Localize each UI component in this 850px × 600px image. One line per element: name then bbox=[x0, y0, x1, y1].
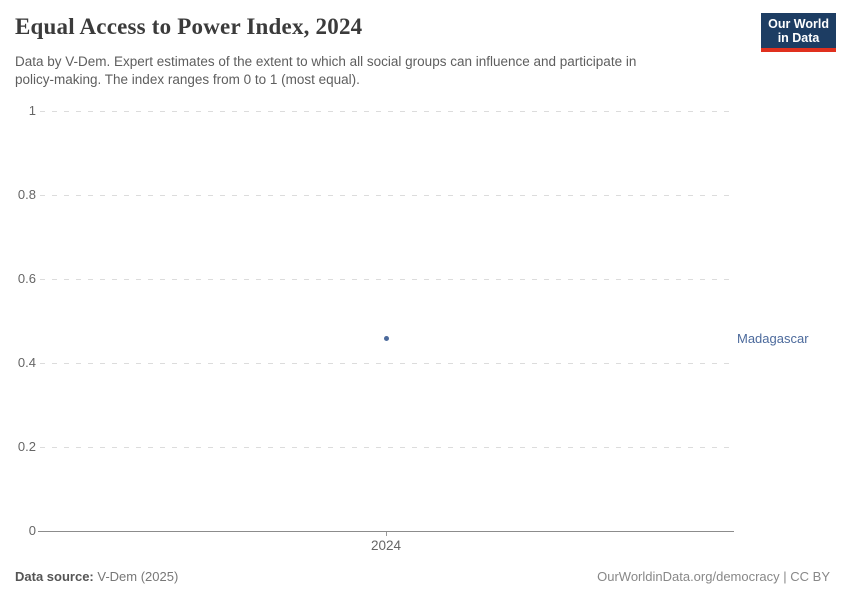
y-tick-label: 0.6 bbox=[17, 270, 36, 286]
x-tick-label: 2024 bbox=[370, 538, 402, 553]
chart-title: Equal Access to Power Index, 2024 bbox=[15, 14, 363, 39]
data-point[interactable] bbox=[384, 335, 389, 341]
gridline bbox=[40, 446, 733, 448]
x-axis-line bbox=[38, 531, 734, 532]
subtitle-line-2: policy-making. The index ranges from 0 t… bbox=[15, 72, 360, 87]
x-axis-tick bbox=[386, 532, 387, 536]
credit-line: OurWorldinData.org/democracy | CC BY bbox=[597, 569, 830, 584]
subtitle-line-1: Data by V-Dem. Expert estimates of the e… bbox=[15, 54, 637, 69]
gridline bbox=[40, 194, 733, 196]
owid-logo: Our World in Data bbox=[761, 13, 836, 52]
y-tick-label: 0.8 bbox=[17, 186, 36, 202]
gridline bbox=[40, 278, 733, 280]
data-source-note: Data source: V-Dem (2025) bbox=[15, 569, 178, 584]
chart-subtitle: Data by V-Dem. Expert estimates of the e… bbox=[15, 53, 636, 89]
gridline bbox=[40, 362, 733, 364]
owid-logo-line-2: in Data bbox=[777, 31, 820, 45]
y-tick-label: 0.4 bbox=[17, 354, 36, 370]
y-tick-label: 0.2 bbox=[17, 438, 36, 454]
entity-label[interactable]: Madagascar bbox=[737, 330, 809, 346]
y-tick-label: 0 bbox=[28, 523, 36, 538]
owid-logo-line-1: Our World bbox=[768, 17, 829, 31]
data-source-label: Data source: bbox=[15, 569, 94, 584]
data-source-value: V-Dem (2025) bbox=[97, 569, 179, 584]
gridline bbox=[40, 110, 733, 112]
y-tick-label: 1 bbox=[28, 102, 36, 118]
